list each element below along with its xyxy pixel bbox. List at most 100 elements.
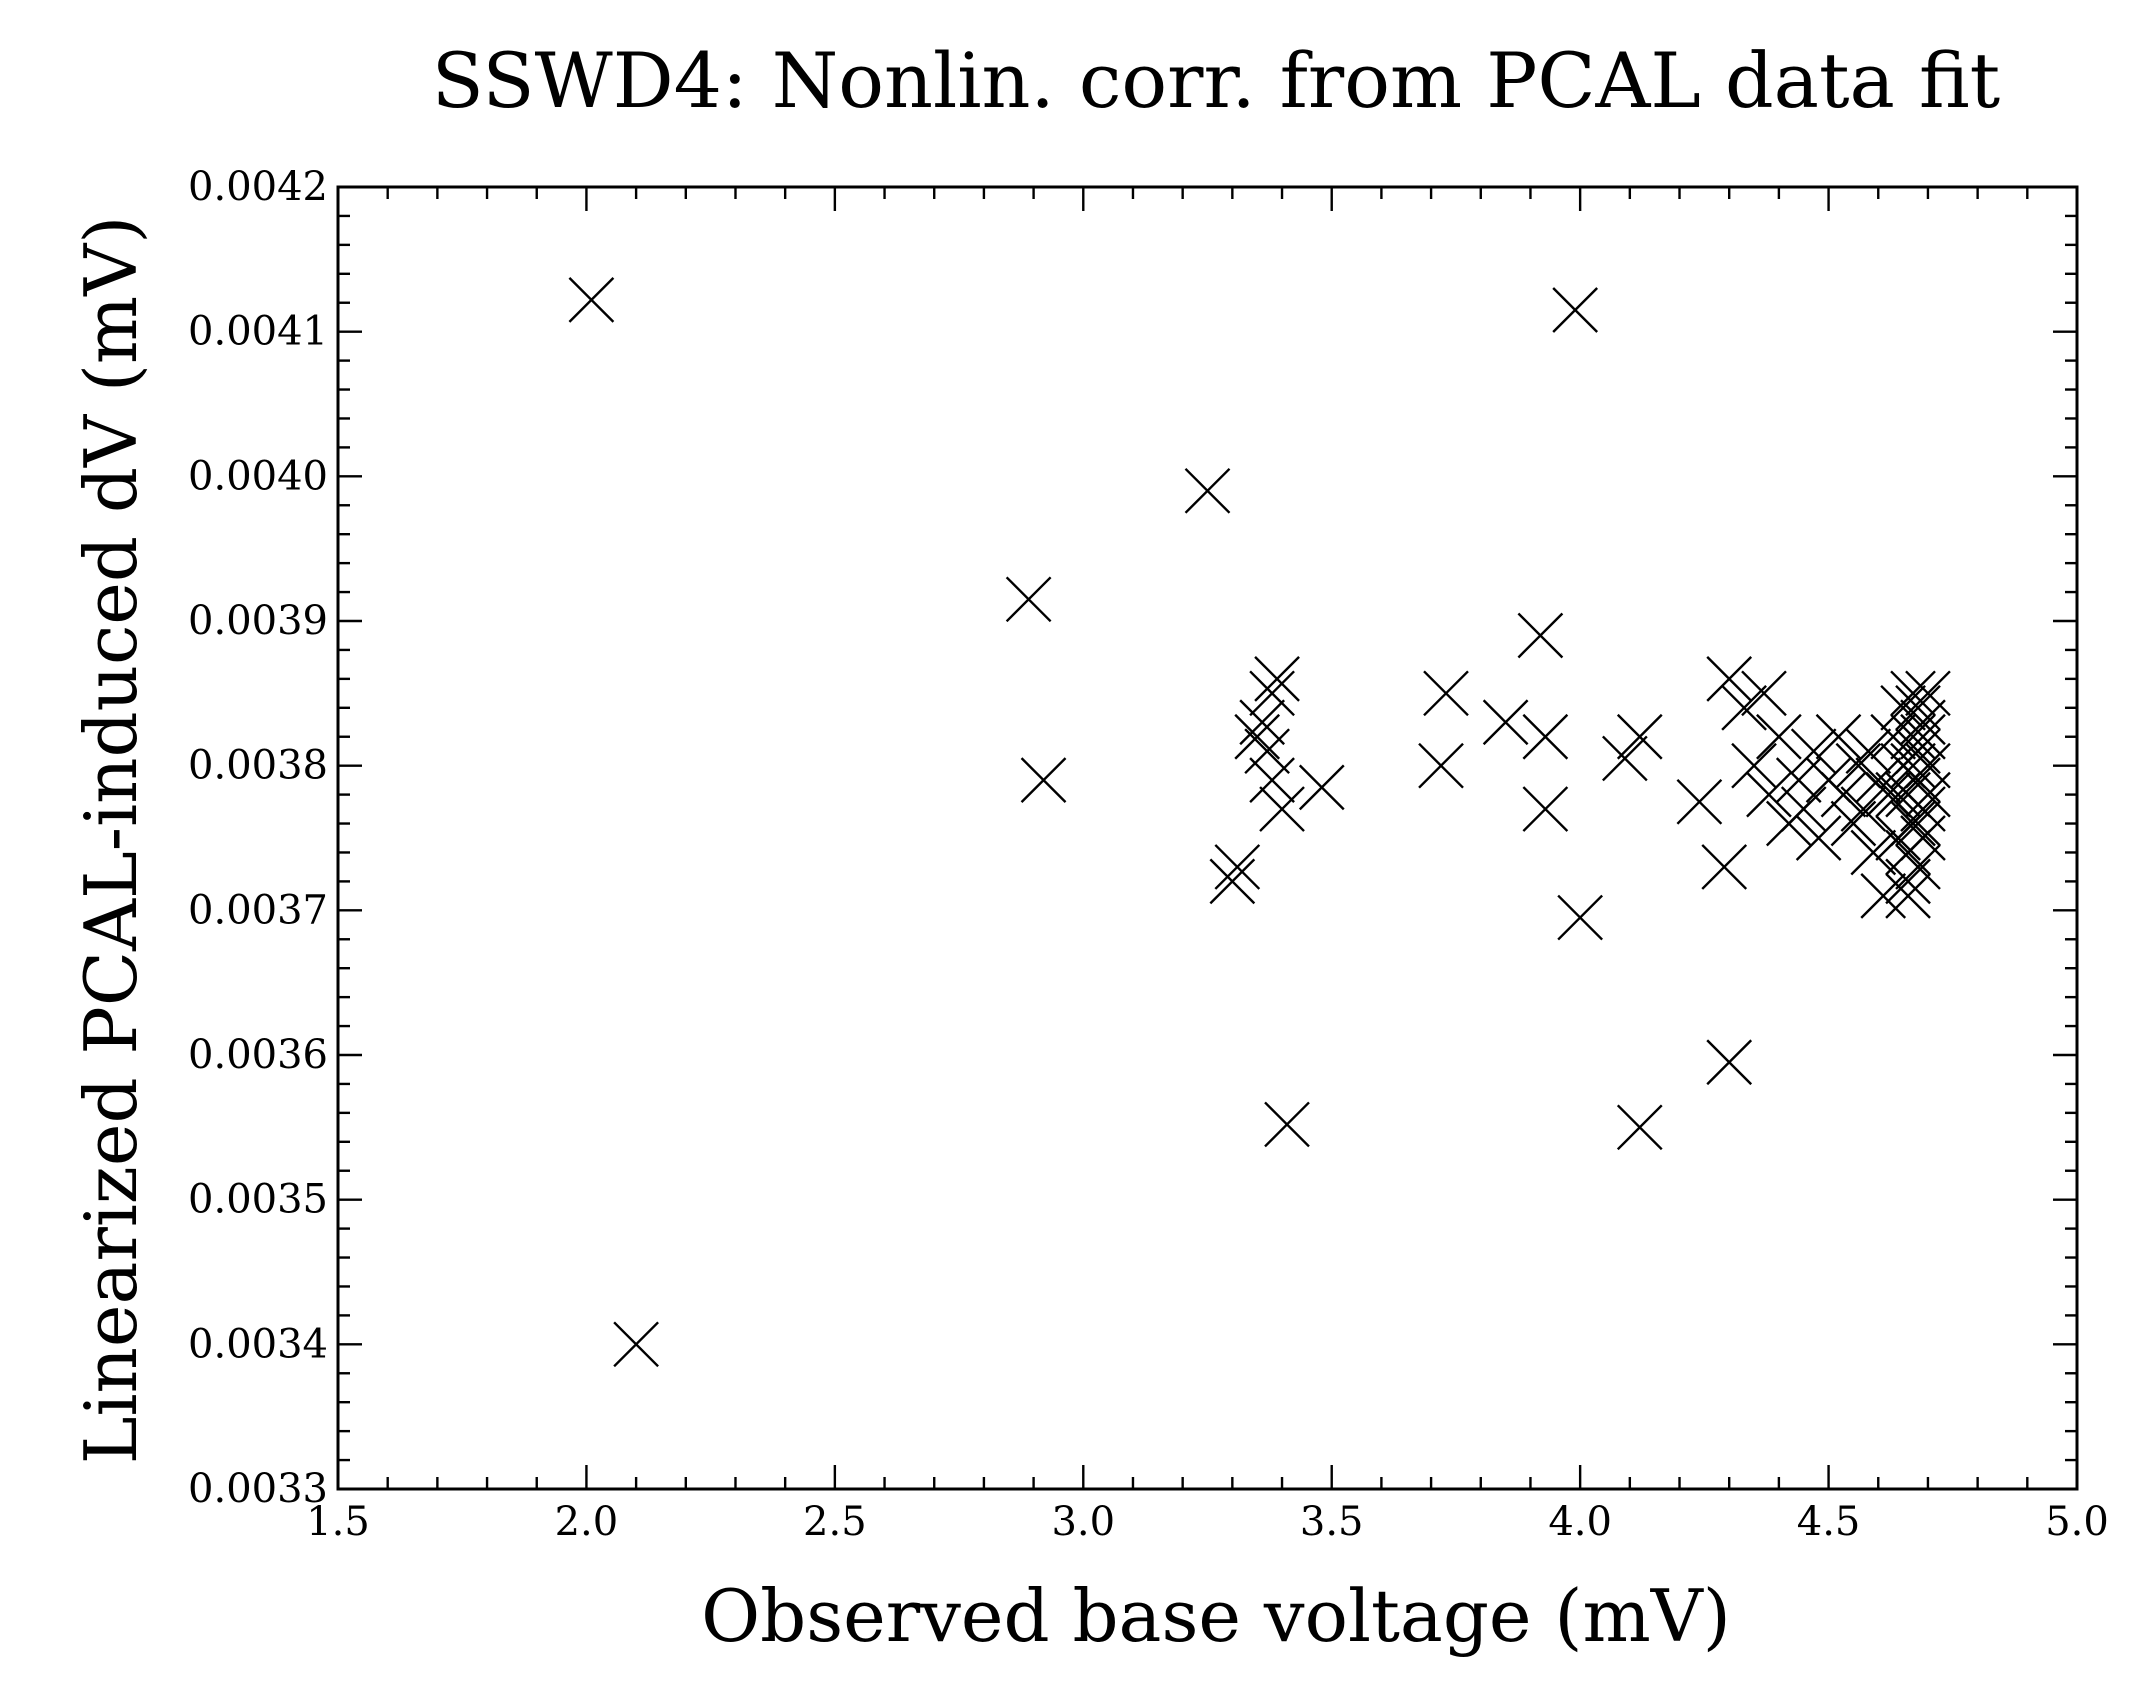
data-point-stroke [1905, 670, 1951, 717]
data-point-stroke [1602, 735, 1648, 782]
data-point [1552, 287, 1599, 333]
data-point-stroke [1885, 829, 1931, 876]
data-point-stroke [1706, 656, 1753, 702]
data-point [1880, 684, 1926, 731]
data-point-stroke [1830, 800, 1877, 847]
data-point [1249, 670, 1295, 717]
data-point [613, 1321, 659, 1368]
data-point [1706, 1039, 1753, 1086]
chart-title: SSWD4: Nonlin. corr. from PCAL data fit [432, 36, 2000, 125]
data-point-stroke [1552, 287, 1599, 333]
data-point-stroke [1244, 728, 1290, 775]
data-point-stroke [1249, 757, 1295, 803]
data-point-stroke [1790, 728, 1837, 775]
data-point-stroke [1895, 844, 1941, 890]
data-point [1616, 713, 1663, 760]
data-point-stroke [1840, 786, 1887, 832]
data-point-stroke [1835, 742, 1882, 789]
data-point-stroke [1701, 844, 1748, 890]
data-point-stroke [568, 276, 615, 323]
y-tick-label: 0.0035 [188, 1177, 328, 1223]
data-point-stroke [1184, 467, 1231, 514]
data-point [1890, 670, 1936, 717]
x-tick-label: 2.5 [803, 1499, 867, 1545]
data-point [1522, 713, 1569, 760]
data-point-stroke [1845, 728, 1892, 775]
y-tick-labels: 0.0033 0.0034 0.0035 0.0036 0.0037 0.0038 0.00… [188, 164, 328, 1512]
data-point-stroke [1557, 894, 1603, 941]
data-point-stroke [1517, 612, 1564, 659]
data-point [1423, 670, 1469, 717]
y-tick-label: 0.0039 [188, 598, 328, 644]
y-tick-label: 0.0042 [188, 164, 328, 210]
data-point [1895, 684, 1941, 731]
x-tick-label: 3.5 [1300, 1499, 1364, 1545]
data-point [1298, 764, 1345, 811]
data-point-stroke [1875, 771, 1921, 818]
data-point [1721, 684, 1767, 731]
data-point [1850, 829, 1897, 876]
data-point-stroke [1820, 771, 1867, 818]
data-point [1482, 699, 1529, 746]
data-point-stroke [1706, 1039, 1753, 1086]
data-point [1840, 786, 1887, 832]
data-point [1815, 713, 1862, 760]
data-point-stroke [613, 1321, 659, 1368]
y-tick-label: 0.0036 [188, 1032, 328, 1078]
y-tick-label: 0.0034 [188, 1321, 328, 1367]
data-point-stroke [1900, 699, 1946, 746]
data-point [1890, 800, 1936, 847]
axis-ticks [336, 185, 2079, 1491]
data-point [1239, 699, 1286, 746]
data-point [1701, 844, 1748, 890]
y-tick-label: 0.0037 [188, 887, 328, 933]
data-point [1234, 713, 1281, 760]
plot-frame [336, 185, 2079, 1491]
x-tick-label: 4.5 [1797, 1499, 1861, 1545]
data-point [1005, 576, 1052, 623]
data-point-stroke [1895, 684, 1941, 731]
data-point-stroke [1423, 670, 1469, 717]
data-point [1020, 757, 1067, 803]
data-point-stroke [1756, 713, 1802, 760]
data-point-stroke [1865, 771, 1912, 818]
data-point [568, 276, 615, 323]
data-point [1820, 771, 1867, 818]
x-tick-label: 1.5 [306, 1499, 370, 1545]
data-point [1214, 844, 1261, 890]
data-point [1795, 815, 1842, 861]
data-point [1905, 670, 1951, 717]
data-point-stroke [1522, 786, 1569, 832]
x-axis-label: Observed base voltage (mV) [701, 1574, 1731, 1658]
data-point [1900, 713, 1946, 760]
data-point-stroke [1418, 742, 1464, 789]
x-tick-labels: 1.5 2.0 2.5 3.0 3.5 4.0 4.5 5.0 [306, 1499, 2109, 1545]
data-point-stroke [1741, 670, 1787, 717]
data-point [1845, 728, 1892, 775]
data-point [1895, 728, 1941, 775]
data-point-stroke [1264, 1101, 1310, 1148]
data-point [1855, 757, 1902, 803]
data-point-stroke [1900, 713, 1946, 760]
data-point-stroke [1815, 713, 1862, 760]
data-point-stroke [1005, 576, 1052, 623]
data-point-stroke [1234, 713, 1281, 760]
data-point-stroke [1298, 764, 1345, 811]
data-point [1875, 771, 1921, 818]
data-point [1676, 778, 1723, 825]
data-point [1885, 873, 1931, 919]
data-point-stroke [1259, 786, 1305, 832]
data-point-stroke [1020, 757, 1067, 803]
y-tick-label: 0.0033 [188, 1466, 328, 1512]
y-tick-label: 0.0040 [188, 453, 328, 499]
data-point-stroke [1855, 757, 1902, 803]
data-point [1418, 742, 1464, 789]
data-point-stroke [1850, 829, 1897, 876]
data-points [568, 276, 1951, 1368]
data-point [1860, 873, 1907, 919]
data-point [1885, 829, 1931, 876]
x-tick-label: 2.0 [555, 1499, 619, 1545]
data-point [1706, 656, 1753, 702]
data-point [1244, 728, 1290, 775]
